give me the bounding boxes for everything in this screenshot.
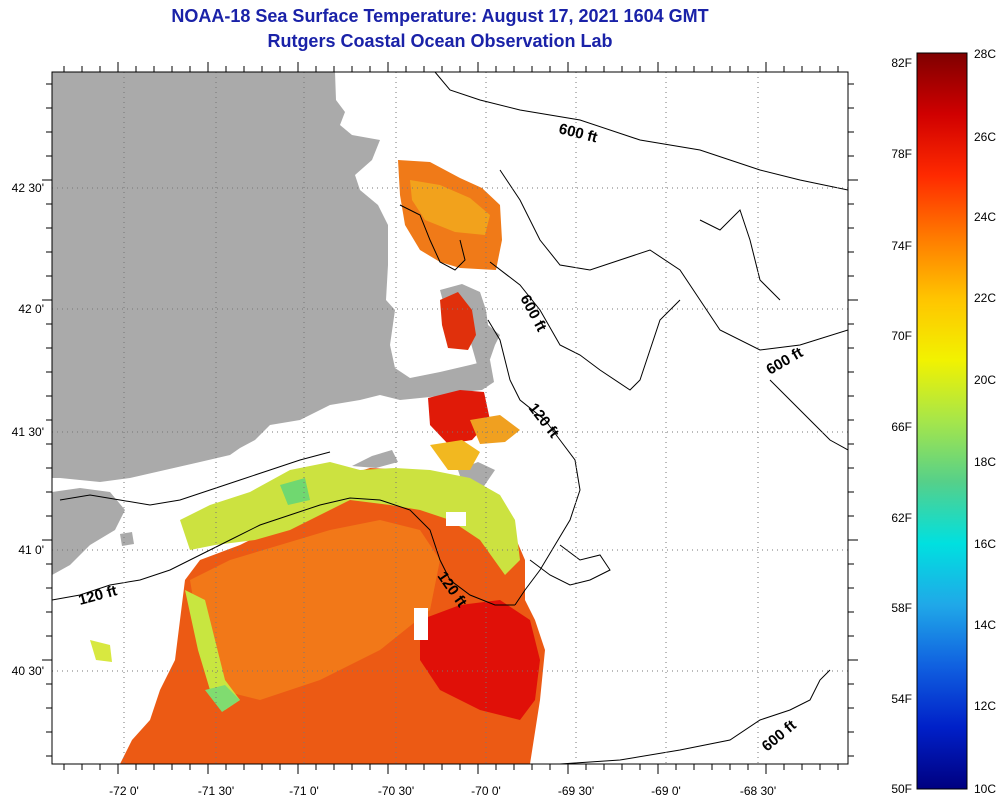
contour-600ft-north — [434, 72, 848, 191]
contour-120ft-cape — [487, 319, 581, 606]
lon-tick-label: -71 0' — [289, 784, 319, 798]
sst-sound-edge — [470, 415, 520, 444]
latitude-axis: 42 30' 42 0' 41 30' 41 0' 40 30' — [12, 181, 44, 678]
lon-tick-label: -68 30' — [740, 784, 776, 798]
contour-coast-shelf — [59, 451, 331, 506]
colorbar-f-label: 58F — [891, 601, 912, 615]
colorbar-fahrenheit-labels: 82F 78F 74F 70F 66F 62F 58F 54F 50F — [891, 56, 912, 796]
sst-cloud-gap-2 — [414, 608, 428, 640]
axis-ticks — [42, 62, 858, 774]
sst-south-of-islands — [430, 440, 480, 470]
lat-tick-label: 41 30' — [12, 425, 44, 439]
colorbar — [916, 52, 968, 790]
contour-gulf-of-maine — [499, 169, 848, 351]
map-frame — [51, 71, 849, 765]
colorbar-celsius-labels: 28C 26C 24C 22C 20C 18C 16C 14C 12C 10C — [974, 47, 996, 796]
lat-tick-label: 42 0' — [18, 302, 44, 316]
bathymetry-contours — [52, 72, 848, 764]
colorbar-f-label: 66F — [891, 420, 912, 434]
lon-tick-label: -70 30' — [378, 784, 414, 798]
lon-tick-label: -69 0' — [651, 784, 681, 798]
land-marthas-vineyard — [352, 450, 398, 468]
colorbar-f-label: 50F — [891, 782, 912, 796]
land-block-island — [120, 532, 134, 546]
colorbar-c-label: 22C — [974, 291, 996, 305]
sst-hot-core — [420, 600, 540, 720]
lat-tick-label: 42 30' — [12, 181, 44, 195]
colorbar-c-label: 20C — [974, 373, 996, 387]
contour-120ft-shelf — [52, 497, 515, 606]
colorbar-f-label: 62F — [891, 511, 912, 525]
colorbar-f-label: 78F — [891, 147, 912, 161]
lon-tick-label: -70 0' — [471, 784, 501, 798]
colorbar-c-label: 10C — [974, 782, 996, 796]
colorbar-c-label: 26C — [974, 130, 996, 144]
contour-bank-2 — [699, 209, 781, 301]
lon-tick-label: -71 30' — [198, 784, 234, 798]
colorbar-f-label: 70F — [891, 329, 912, 343]
sst-cape-cod-bay — [440, 292, 476, 350]
colorbar-f-label: 54F — [891, 692, 912, 706]
contour-mass-bay — [399, 204, 466, 271]
contour-600ft-shelf-edge — [559, 669, 831, 764]
contour-bank-1 — [769, 379, 848, 451]
sst-mass-bay-core — [410, 180, 490, 235]
contour-600ft-georges — [489, 261, 681, 391]
lon-tick-label: -69 30' — [558, 784, 594, 798]
sst-green-patch — [280, 478, 310, 505]
lat-tick-label: 40 30' — [12, 664, 44, 678]
colorbar-f-label: 82F — [891, 56, 912, 70]
colorbar-c-label: 14C — [974, 618, 996, 632]
land-long-island-tip — [52, 488, 125, 575]
colorbar-c-label: 16C — [974, 537, 996, 551]
sst-green-patch-2 — [205, 685, 240, 712]
graticule — [52, 72, 848, 764]
sst-shelf-orange — [190, 520, 440, 700]
colorbar-c-label: 18C — [974, 455, 996, 469]
land-massachusetts — [52, 72, 494, 482]
map-title: NOAA-18 Sea Surface Temperature: August … — [171, 6, 709, 26]
contour-nantucket-shoals — [529, 544, 611, 586]
lon-tick-label: -72 0' — [109, 784, 139, 798]
colorbar-f-label: 74F — [891, 239, 912, 253]
sst-shelf-cool-band — [180, 462, 520, 575]
colorbar-c-label: 28C — [974, 47, 996, 61]
longitude-axis: -72 0' -71 30' -71 0' -70 30' -70 0' -69… — [109, 784, 776, 798]
sst-cloud-gap-1 — [446, 512, 466, 526]
colorbar-c-label: 24C — [974, 210, 996, 224]
sst-cool-streak-2 — [90, 640, 112, 662]
map-subtitle: Rutgers Coastal Ocean Observation Lab — [267, 31, 613, 51]
colorbar-c-label: 12C — [974, 699, 996, 713]
lat-tick-label: 41 0' — [18, 543, 44, 557]
sst-cool-streak-west — [185, 590, 240, 710]
